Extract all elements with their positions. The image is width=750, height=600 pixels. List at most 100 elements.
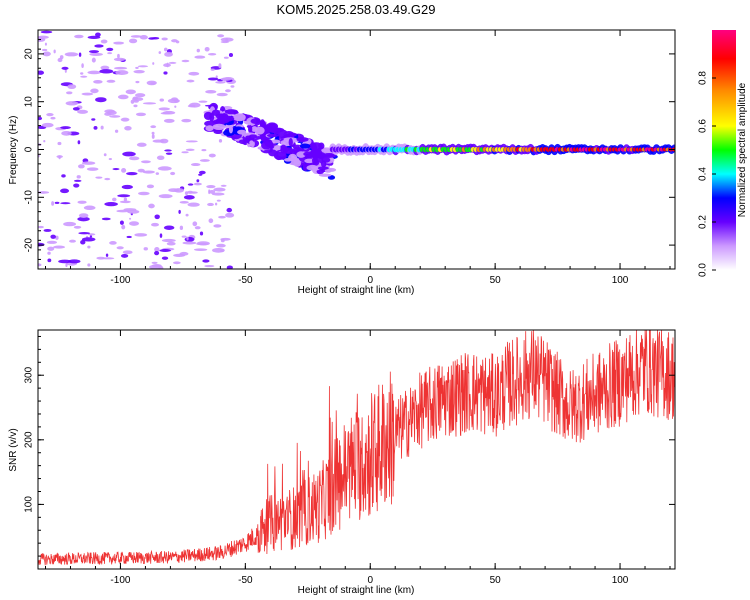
x-tick-label: -50 xyxy=(238,275,253,286)
heatmap-cell xyxy=(168,61,177,64)
heatmap-cell xyxy=(181,118,192,123)
heatmap-cell xyxy=(101,257,115,260)
heatmap-cell xyxy=(159,249,171,252)
heatmap-cell xyxy=(122,250,133,255)
heatmap-cell xyxy=(205,125,214,132)
heatmap-cell xyxy=(317,154,326,158)
heatmap-cell xyxy=(142,170,155,174)
heatmap-cell xyxy=(185,140,198,143)
heatmap-cell xyxy=(273,151,287,160)
heatmap-cell xyxy=(117,194,131,198)
heatmap-cell xyxy=(47,251,51,255)
heatmap-cell xyxy=(60,126,71,130)
heatmap-cell xyxy=(179,251,189,256)
heatmap-cell xyxy=(103,153,107,157)
heatmap-cell xyxy=(76,175,81,179)
snr-xlabel: Height of straight line (km) xyxy=(298,585,415,596)
heatmap-cell xyxy=(202,259,210,263)
x-tick-label: 100 xyxy=(612,275,629,286)
heatmap-cell xyxy=(204,264,215,268)
heatmap-cell xyxy=(58,259,72,264)
heatmap-cell xyxy=(116,246,124,250)
figure-title: KOM5.2025.258.03.49.G29 xyxy=(276,2,435,17)
heatmap-cell xyxy=(208,189,216,194)
heatmap-cell xyxy=(217,34,225,38)
heatmap-cell xyxy=(60,202,71,205)
heatmap-cell xyxy=(105,253,109,257)
x-tick-label: -50 xyxy=(238,575,253,586)
heatmap-cell xyxy=(214,202,218,206)
heatmap-cell xyxy=(123,197,128,202)
heatmap-cell xyxy=(171,97,179,102)
heatmap-cell xyxy=(119,220,124,225)
heatmap-cell xyxy=(143,247,148,251)
heatmap-cell xyxy=(196,241,210,246)
heatmap-cell xyxy=(138,191,150,196)
heatmap-cell xyxy=(121,184,133,190)
colorbar-tick-label: 0.6 xyxy=(698,119,709,133)
heatmap-cell xyxy=(91,57,96,63)
heatmap-cell xyxy=(47,246,55,251)
heatmap-cell xyxy=(288,137,293,147)
heatmap-cell xyxy=(67,84,77,90)
heatmap-cell xyxy=(132,97,144,102)
heatmap-cell xyxy=(316,169,324,175)
heatmap-cell xyxy=(38,35,49,39)
heatmap-cell xyxy=(93,79,103,84)
heatmap-cell xyxy=(288,153,298,162)
heatmap-cell xyxy=(142,102,157,105)
heatmap-cell xyxy=(73,179,82,182)
y-tick-label: 20 xyxy=(24,48,35,60)
heatmap-cell xyxy=(165,152,173,155)
heatmap-cell xyxy=(156,155,165,160)
heatmap-cell xyxy=(194,226,201,230)
heatmap-cell xyxy=(87,233,96,236)
heatmap-cell xyxy=(100,39,108,44)
heatmap-cell xyxy=(95,97,107,103)
heatmap-cell xyxy=(238,139,247,145)
heatmap-cell xyxy=(228,52,234,57)
heatmap-cell xyxy=(159,98,164,102)
heatmap-cell xyxy=(306,164,319,171)
heatmap-cell xyxy=(198,173,203,176)
colorbar-tick-label: 0.8 xyxy=(698,71,709,85)
heatmap-cell xyxy=(119,200,131,204)
heatmap-cell xyxy=(128,38,138,44)
heatmap-cell xyxy=(83,205,96,210)
heatmap-cell xyxy=(93,125,98,130)
heatmap-cell xyxy=(130,99,135,104)
heatmap-cell xyxy=(140,160,151,164)
heatmap-cell xyxy=(186,236,189,241)
heatmap-cell xyxy=(299,136,304,143)
heatmap-cell xyxy=(38,242,45,247)
heatmap-cell xyxy=(43,228,52,232)
heatmap-cell xyxy=(178,209,181,214)
heatmap-cell xyxy=(226,265,233,269)
heatmap-cell xyxy=(121,224,126,230)
spectrogram-ylabel: Frequency (Hz) xyxy=(8,116,19,185)
heatmap-cell xyxy=(151,131,155,135)
heatmap-cell xyxy=(266,133,279,138)
heatmap-cell xyxy=(136,142,147,147)
heatmap-cell xyxy=(163,71,168,75)
heatmap-cell xyxy=(220,249,224,253)
heatmap-cell xyxy=(220,77,232,81)
heatmap-cell xyxy=(89,235,93,238)
heatmap-cell xyxy=(208,218,214,224)
heatmap-cell xyxy=(192,221,198,227)
heatmap-cell xyxy=(125,89,136,95)
heatmap-cell xyxy=(310,148,318,157)
heatmap-cell xyxy=(57,141,62,146)
heatmap-cell xyxy=(259,119,266,128)
heatmap-cell xyxy=(77,140,81,145)
heatmap-cell xyxy=(159,233,163,238)
heatmap-cell xyxy=(61,66,69,70)
heatmap-cell xyxy=(50,234,56,239)
heatmap-cell xyxy=(188,71,200,76)
heatmap-cell xyxy=(163,118,175,123)
heatmap-cell xyxy=(182,241,197,245)
x-tick-label: -100 xyxy=(110,275,130,286)
heatmap-cell xyxy=(114,129,119,133)
heatmap-cell xyxy=(42,51,51,57)
heatmap-cell xyxy=(89,52,103,56)
